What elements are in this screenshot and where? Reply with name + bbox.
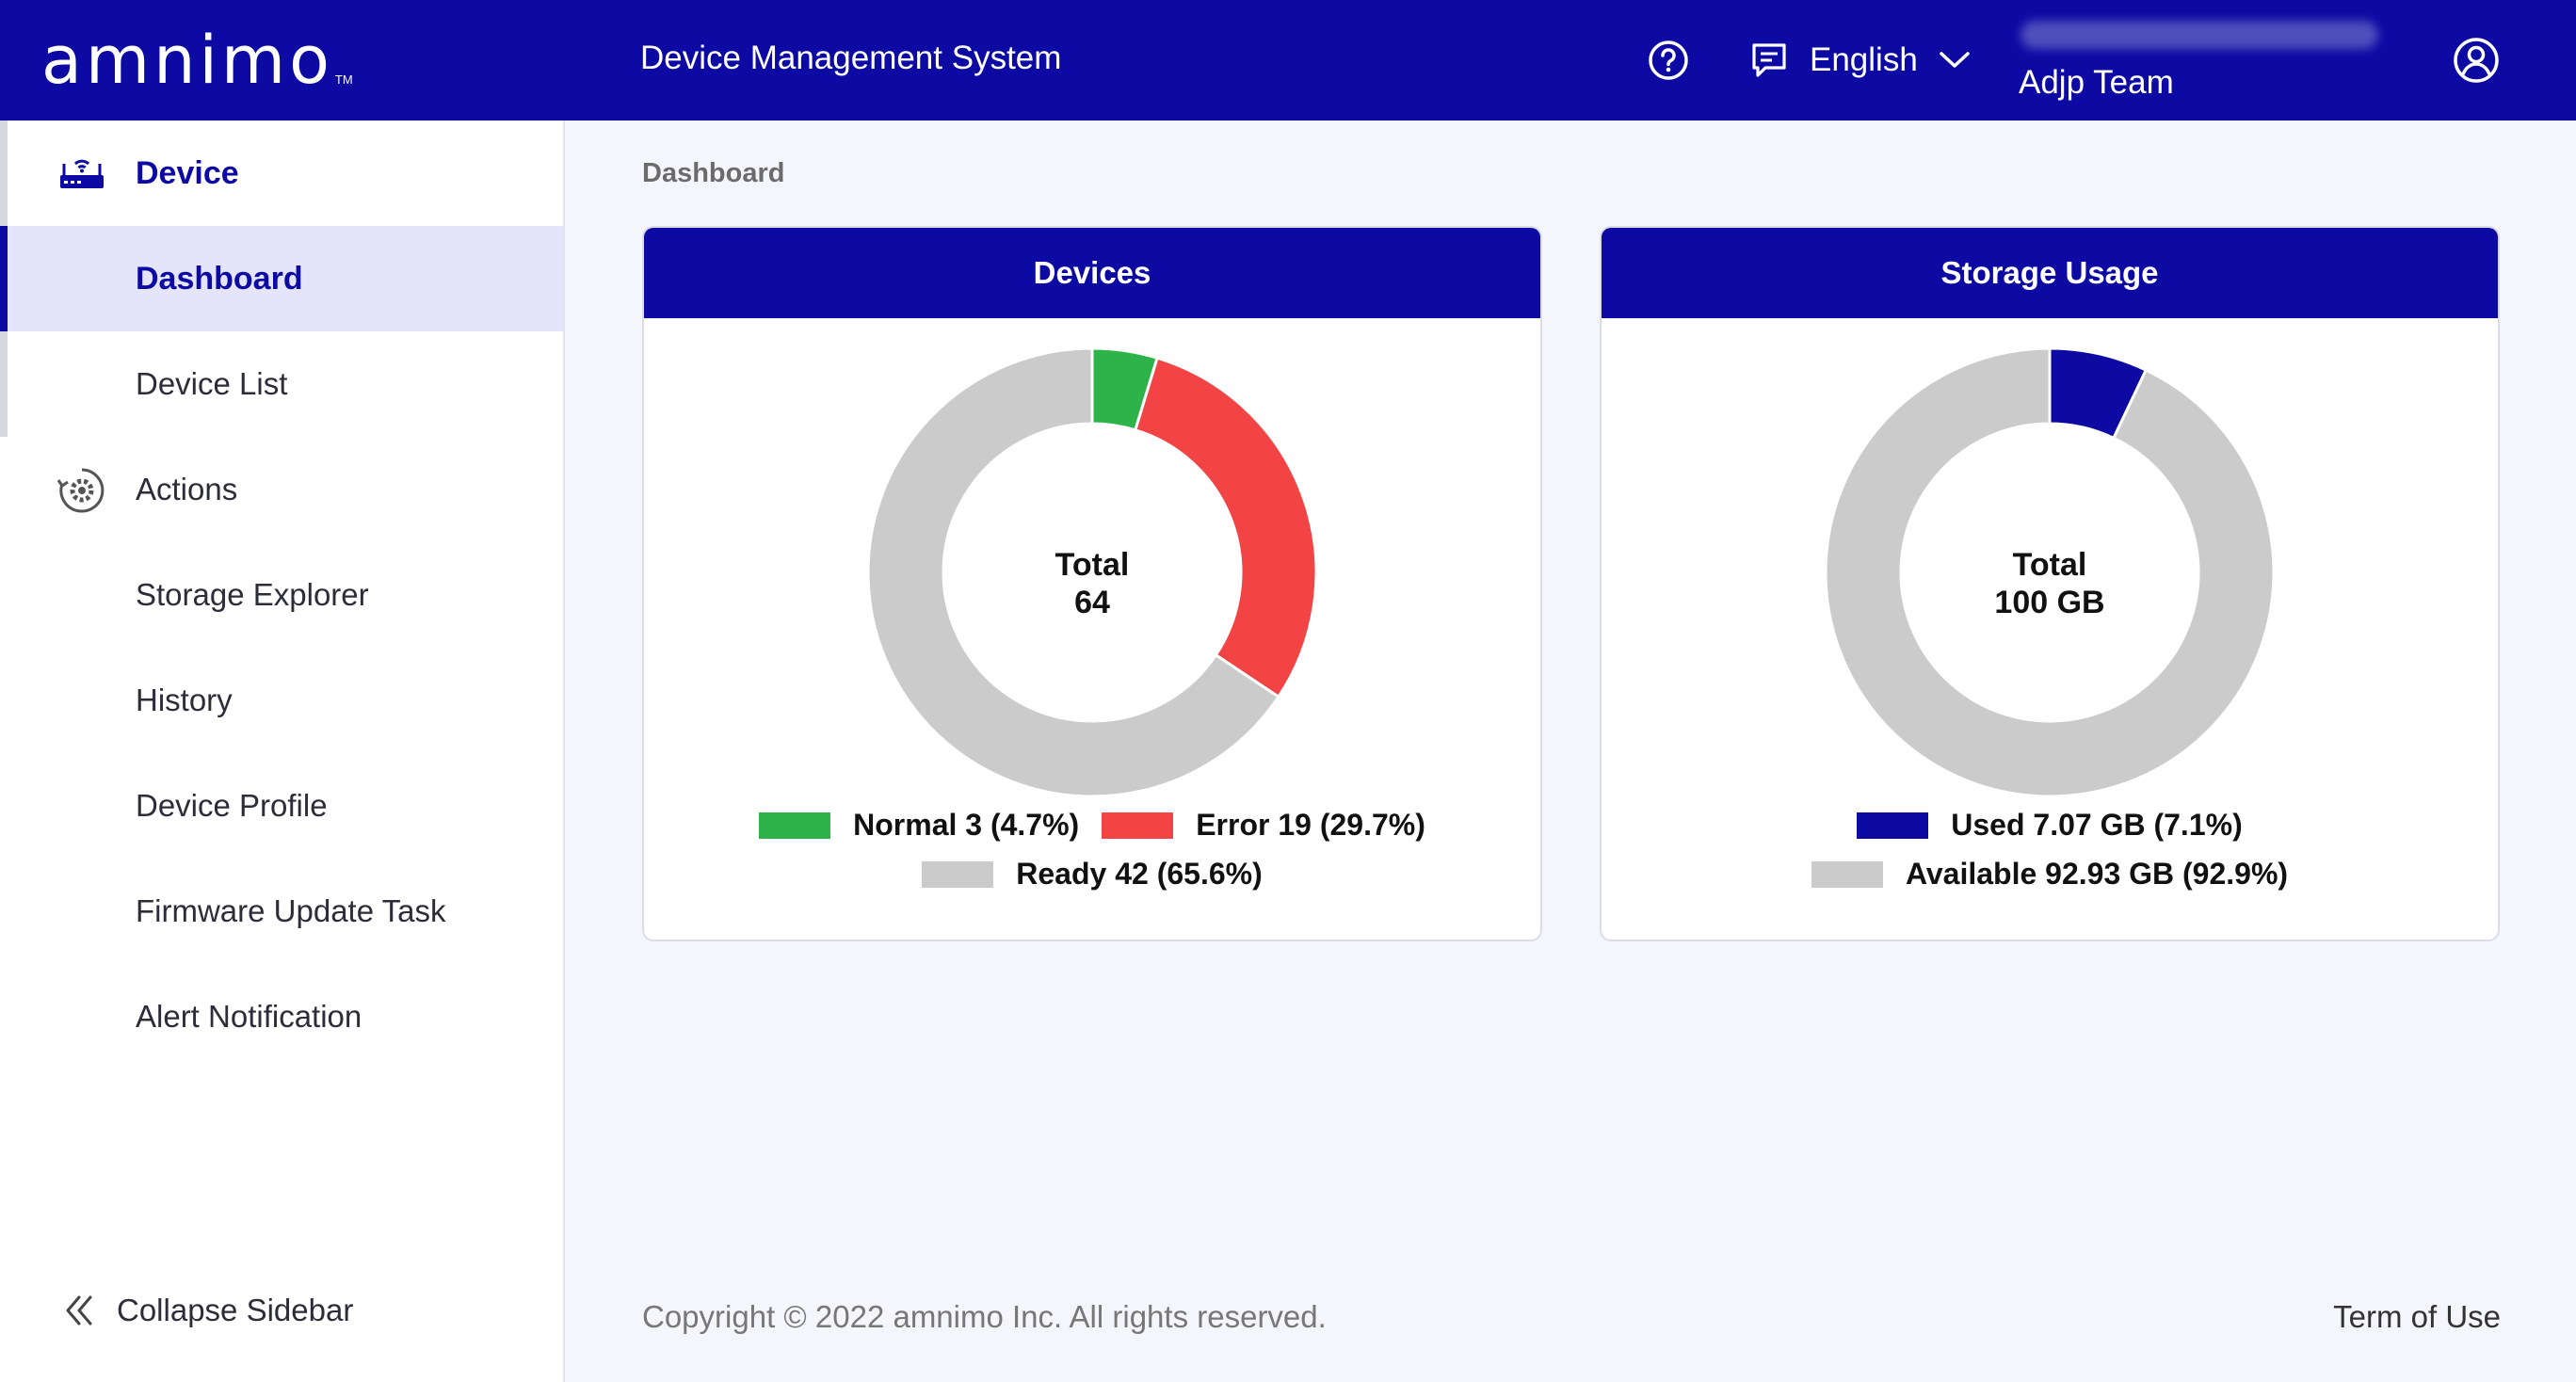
devices-legend-row-2: Ready 42 (65.6%) <box>644 857 1540 892</box>
legend-item-error[interactable]: Error 19 (29.7%) <box>1102 808 1425 843</box>
slice-ready[interactable] <box>866 346 1280 798</box>
legend-item-normal[interactable]: Normal 3 (4.7%) <box>759 808 1079 843</box>
storage-legend-row-2: Available 92.93 GB (92.9%) <box>1602 857 2498 892</box>
legend-item-available[interactable]: Available 92.93 GB (92.9%) <box>1811 857 2288 892</box>
logo-text: amnimo <box>41 22 333 99</box>
devices-total: Total 64 <box>644 546 1540 621</box>
sidebar-item-label: Alert Notification <box>136 999 362 1034</box>
devices-card-title: Devices <box>644 228 1540 318</box>
sidebar-item-label: Storage Explorer <box>136 577 369 612</box>
legend-label: Used 7.07 GB (7.1%) <box>1951 808 2243 842</box>
storage-legend-row-1: Used 7.07 GB (7.1%) <box>1602 808 2498 843</box>
help-circle-icon[interactable] <box>1646 38 1691 83</box>
sidebar-item-label: Device <box>136 154 239 191</box>
language-label: English <box>1810 41 1918 78</box>
language-selector[interactable]: English <box>1749 36 1971 85</box>
collapse-sidebar-button[interactable]: Collapse Sidebar <box>60 1292 353 1329</box>
app-title: Device Management System <box>640 40 1062 76</box>
sidebar-item-firmware-update-task[interactable]: Firmware Update Task <box>0 859 563 964</box>
legend-item-used[interactable]: Used 7.07 GB (7.1%) <box>1857 808 2243 843</box>
amnimo-logo[interactable]: amnimo TM <box>41 26 353 94</box>
sidebar-item-actions[interactable]: Actions <box>0 437 563 542</box>
router-icon <box>60 159 104 188</box>
sidebar-item-device[interactable]: Device <box>0 121 563 226</box>
slice-available[interactable] <box>1824 346 2276 798</box>
legend-label: Error 19 (29.7%) <box>1196 808 1425 842</box>
sidebar-item-label: Actions <box>136 472 238 506</box>
collapse-sidebar-label: Collapse Sidebar <box>117 1293 354 1327</box>
legend-swatch <box>759 812 831 839</box>
breadcrumb: Dashboard <box>642 158 785 188</box>
legend-label: Available 92.93 GB (92.9%) <box>1905 857 2289 891</box>
storage-donut-chart <box>1824 346 2276 798</box>
legend-label: Ready 42 (65.6%) <box>1016 857 1263 891</box>
sidebar-item-label: Firmware Update Task <box>136 893 446 928</box>
storage-card: Storage Usage Total 100 GB Used 7.07 GB … <box>1600 226 2500 941</box>
team-name: Adjp Team <box>2019 64 2174 101</box>
chevron-down-icon <box>1940 52 1970 68</box>
storage-total: Total 100 GB <box>1602 546 2498 621</box>
sidebar-item-alert-notification[interactable]: Alert Notification <box>0 964 563 1069</box>
copyright-text: Copyright © 2022 amnimo Inc. All rights … <box>642 1299 1327 1334</box>
legend-item-ready[interactable]: Ready 42 (65.6%) <box>922 857 1263 892</box>
sidebar-item-label: History <box>136 683 233 717</box>
terms-of-use-link[interactable]: Term of Use <box>2333 1299 2501 1334</box>
sidebar-item-label: Dashboard <box>136 260 303 297</box>
sidebar-item-label: Device Profile <box>136 788 328 823</box>
user-email-redacted <box>2021 21 2378 49</box>
sidebar-item-label: Device List <box>136 366 288 401</box>
legend-swatch <box>922 860 994 888</box>
sidebar-item-history[interactable]: History <box>0 648 563 753</box>
gear-refresh-icon <box>56 468 105 513</box>
devices-total-label: Total <box>1055 547 1130 583</box>
storage-card-title: Storage Usage <box>1602 228 2498 318</box>
account-circle-icon[interactable] <box>2452 36 2501 85</box>
top-bar: amnimo TM Device Management System Engli… <box>0 0 2576 121</box>
sidebar-item-device-profile[interactable]: Device Profile <box>0 753 563 859</box>
devices-legend-row-1: Normal 3 (4.7%) Error 19 (29.7%) <box>644 808 1540 843</box>
devices-card: Devices Total 64 Normal 3 (4.7%) Error 1… <box>642 226 1542 941</box>
storage-total-label: Total <box>2012 547 2087 583</box>
legend-swatch <box>1811 860 1883 888</box>
legend-swatch <box>1857 812 1929 839</box>
devices-donut-chart <box>866 346 1318 798</box>
logo-trademark: TM <box>334 72 353 87</box>
sidebar-item-device-list[interactable]: Device List <box>0 331 563 437</box>
legend-swatch <box>1102 812 1174 839</box>
sidebar: Device Dashboard Device List Actions Sto… <box>0 121 565 1382</box>
storage-total-value: 100 GB <box>1994 585 2105 620</box>
devices-total-value: 64 <box>1074 585 1110 620</box>
chat-icon <box>1752 43 1786 77</box>
sidebar-item-storage-explorer[interactable]: Storage Explorer <box>0 542 563 648</box>
double-chevron-left-icon <box>66 1295 92 1326</box>
slice-error[interactable] <box>1133 356 1318 699</box>
legend-label: Normal 3 (4.7%) <box>853 808 1080 842</box>
sidebar-item-dashboard[interactable]: Dashboard <box>0 226 563 331</box>
